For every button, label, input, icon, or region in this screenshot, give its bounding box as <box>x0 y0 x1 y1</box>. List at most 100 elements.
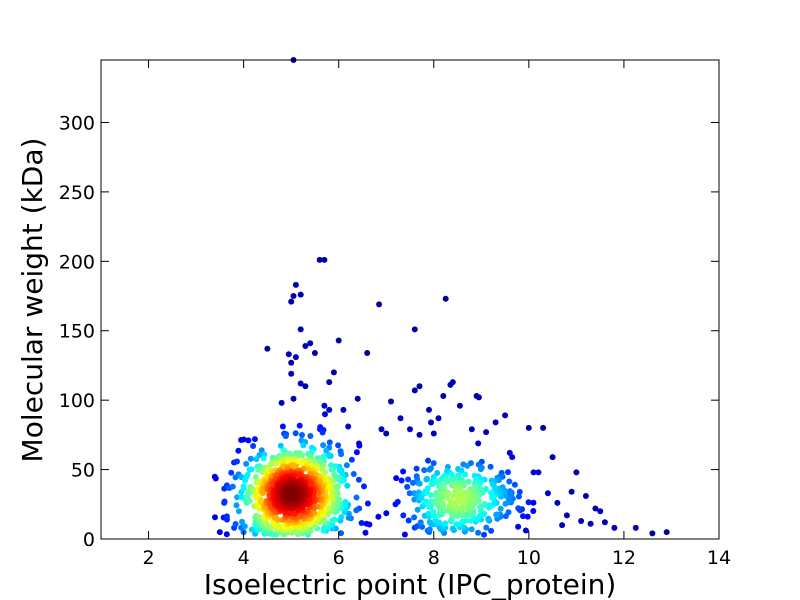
data-point <box>549 454 556 461</box>
data-point <box>363 520 370 527</box>
data-point <box>288 359 295 366</box>
data-point <box>438 494 445 501</box>
data-point <box>326 379 333 386</box>
data-point <box>488 489 494 496</box>
data-point <box>475 529 482 536</box>
data-point <box>592 505 599 512</box>
x-axis-title: Isoelectric point (IPC_protein) <box>204 568 617 600</box>
data-point <box>353 507 360 514</box>
data-point <box>321 256 328 263</box>
data-point <box>256 452 263 458</box>
data-point <box>530 469 537 476</box>
data-point <box>426 466 433 473</box>
data-point <box>492 419 499 426</box>
data-point <box>388 398 394 405</box>
data-point <box>413 465 420 472</box>
data-point <box>411 326 418 333</box>
x-tick-label: 4 <box>238 547 250 569</box>
data-point <box>649 530 656 537</box>
data-point <box>411 496 418 503</box>
data-point <box>221 498 228 505</box>
data-point <box>573 469 580 476</box>
y-tick-label: 300 <box>59 112 95 134</box>
data-point <box>232 521 239 527</box>
data-point <box>485 515 492 522</box>
data-point <box>245 437 252 444</box>
data-point <box>515 493 522 500</box>
data-point <box>223 513 230 520</box>
data-point <box>398 477 405 484</box>
data-point <box>289 463 296 470</box>
data-point <box>506 478 513 485</box>
data-point <box>353 494 360 501</box>
data-point <box>323 447 330 454</box>
data-point <box>461 482 468 489</box>
data-point <box>468 426 475 433</box>
data-point <box>492 485 499 492</box>
data-point <box>364 350 371 356</box>
data-point <box>343 462 350 469</box>
data-point <box>400 468 407 475</box>
data-point <box>425 510 432 517</box>
data-point <box>361 483 367 490</box>
data-point <box>520 513 526 520</box>
data-point <box>411 387 418 394</box>
data-point <box>302 343 309 349</box>
data-point <box>223 531 230 538</box>
data-point <box>601 519 608 526</box>
data-point <box>442 520 449 527</box>
data-point <box>530 499 537 506</box>
plot-frame <box>100 59 720 540</box>
data-point <box>316 256 323 263</box>
data-point <box>233 502 240 509</box>
data-point <box>288 298 295 305</box>
data-point <box>302 383 309 390</box>
data-point <box>297 380 304 387</box>
data-point <box>319 429 326 436</box>
data-point <box>426 406 432 413</box>
data-point <box>300 442 307 449</box>
data-point <box>554 499 561 506</box>
data-point <box>447 381 454 388</box>
data-point <box>328 491 335 498</box>
data-point <box>524 513 531 520</box>
data-point <box>235 447 242 454</box>
y-axis-title: Molecular weight (kDa) <box>16 138 49 463</box>
data-point <box>393 475 400 482</box>
data-point <box>292 354 299 361</box>
x-axis-ticks: 2 4 6 8 10 12 14 <box>142 60 731 569</box>
data-point <box>632 524 639 531</box>
data-point <box>464 462 471 469</box>
data-point <box>502 412 509 419</box>
data-point <box>350 471 357 477</box>
y-tick-label: 250 <box>59 182 95 204</box>
data-point <box>338 514 345 520</box>
data-point <box>462 517 469 524</box>
data-point <box>457 504 464 511</box>
data-point <box>282 433 289 440</box>
data-point <box>228 469 235 476</box>
data-point <box>535 469 542 476</box>
data-point <box>511 481 518 488</box>
data-point <box>252 474 259 480</box>
data-point <box>290 293 297 299</box>
data-point <box>435 415 442 422</box>
data-point <box>430 460 437 467</box>
data-point <box>448 471 455 478</box>
data-point <box>587 520 594 527</box>
data-point <box>376 301 383 308</box>
data-point <box>502 500 509 507</box>
data-point <box>296 452 302 459</box>
data-point <box>423 476 430 483</box>
data-point <box>515 523 522 530</box>
data-point <box>418 495 425 501</box>
data-point <box>458 467 465 474</box>
data-point <box>216 529 223 536</box>
data-point <box>477 466 484 473</box>
data-point <box>355 476 362 483</box>
data-point <box>278 399 285 406</box>
data-point <box>329 517 336 524</box>
data-point <box>394 498 401 505</box>
data-point <box>447 497 454 504</box>
